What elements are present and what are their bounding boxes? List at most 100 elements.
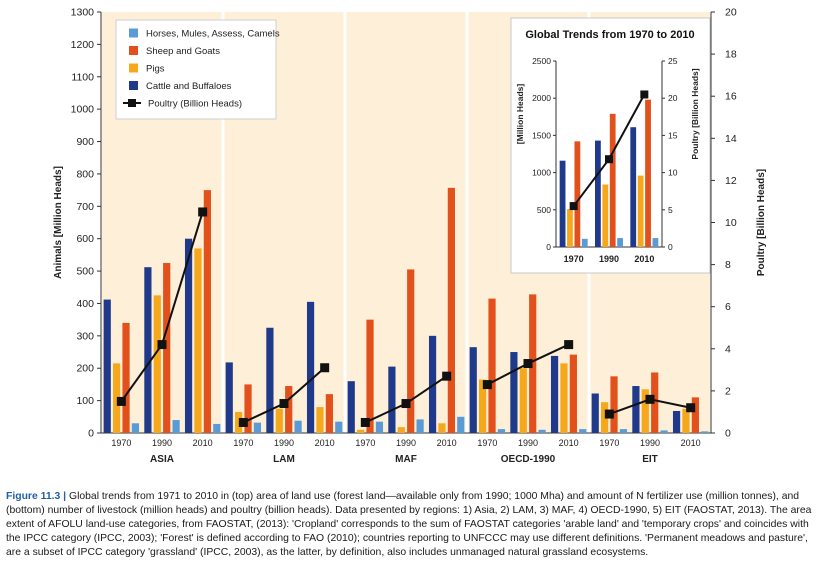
poultry-marker-maf-1970 xyxy=(360,417,370,427)
left-axis-tick-label: 200 xyxy=(76,363,94,375)
bar-eit-cattle-1990 xyxy=(632,386,640,433)
bar-maf-sheep-1990 xyxy=(407,269,415,433)
bar-oecd-1990-horses-2010 xyxy=(579,429,587,433)
bar-lam-cattle-1990 xyxy=(266,327,274,433)
year-tick-label: 1990 xyxy=(152,438,172,448)
bar-oecd-1990-cattle-2010 xyxy=(550,355,559,433)
right-axis-tick-label: 12 xyxy=(725,175,737,187)
right-axis-tick-label: 8 xyxy=(725,259,731,271)
bar-eit-cattle-2010 xyxy=(672,410,681,433)
inset-right-tick-label: 0 xyxy=(668,242,673,252)
left-axis-tick-label: 500 xyxy=(76,266,94,278)
bar-asia-horses-1970 xyxy=(131,423,140,433)
poultry-marker-lam-1970 xyxy=(238,417,248,427)
left-axis-tick-label: 600 xyxy=(76,233,94,245)
inset-bar-cattle-2010 xyxy=(630,127,637,247)
poultry-marker-eit-1990 xyxy=(645,394,655,404)
right-axis-tick-label: 0 xyxy=(725,428,731,440)
bar-lam-sheep-1970 xyxy=(244,384,252,433)
poultry-marker-eit-1970 xyxy=(604,409,614,419)
bar-eit-pigs-2010 xyxy=(682,408,690,433)
inset-poultry-marker-2010 xyxy=(640,90,649,99)
legend-label-horses: Horses, Mules, Assess, Camels xyxy=(146,29,280,40)
chart-legend: Horses, Mules, Assess, Camels Sheep and G… xyxy=(115,19,280,120)
poultry-marker-maf-2010 xyxy=(442,371,452,381)
bar-eit-sheep-1970 xyxy=(610,376,618,433)
bar-eit-horses-2010 xyxy=(701,431,709,433)
figure-caption: Figure 11.3 | Global trends from 1971 to… xyxy=(6,490,818,560)
inset-left-tick-label: 500 xyxy=(537,205,551,215)
bar-lam-sheep-1990 xyxy=(285,386,293,433)
right-axis-tick-label: 14 xyxy=(725,133,737,145)
right-axis-tick-label: 10 xyxy=(725,217,737,229)
poultry-marker-oecd-1990-1970 xyxy=(482,380,492,390)
bar-maf-cattle-1990 xyxy=(388,366,396,433)
bar-oecd-1990-pigs-1970 xyxy=(479,379,487,433)
bar-asia-cattle-1990 xyxy=(144,267,152,433)
poultry-marker-lam-1990 xyxy=(279,399,289,409)
inset-year-label: 1970 xyxy=(564,254,584,264)
inset-bar-horses-2010 xyxy=(652,238,659,247)
inset-year-label: 1990 xyxy=(599,254,619,264)
bar-eit-horses-1990 xyxy=(660,430,668,433)
inset-right-tick-label: 25 xyxy=(668,56,678,66)
poultry-marker-oecd-1990-2010 xyxy=(564,340,574,350)
year-tick-label: 1970 xyxy=(233,438,253,448)
bar-asia-sheep-1970 xyxy=(122,322,130,433)
bar-maf-sheep-2010 xyxy=(447,187,455,433)
bar-asia-pigs-1990 xyxy=(153,295,161,433)
legend-label-pigs: Pigs xyxy=(146,64,165,75)
bar-lam-pigs-2010 xyxy=(316,407,324,433)
legend-swatch-pigs xyxy=(129,63,138,73)
poultry-marker-maf-1990 xyxy=(401,399,411,409)
poultry-marker-oecd-1990-1990 xyxy=(523,359,533,369)
inset-bar-horses-1970 xyxy=(581,238,588,247)
bar-lam-horses-2010 xyxy=(335,421,343,433)
bar-lam-pigs-1990 xyxy=(275,408,283,433)
bar-oecd-1990-sheep-1990 xyxy=(529,294,537,433)
bar-eit-horses-1970 xyxy=(619,429,628,433)
right-axis-tick-label: 6 xyxy=(725,301,731,313)
inset-right-tick-label: 5 xyxy=(668,205,673,215)
right-axis-tick-label: 2 xyxy=(725,385,731,397)
inset-bar-pigs-1990 xyxy=(602,184,609,247)
left-axis-tick-label: 700 xyxy=(76,201,94,213)
legend-poultry-marker xyxy=(128,99,136,107)
right-axis-tick-label: 4 xyxy=(725,343,731,355)
bar-oecd-1990-horses-1970 xyxy=(497,429,506,433)
bar-lam-horses-1970 xyxy=(253,422,262,433)
inset-left-tick-label: 2000 xyxy=(532,93,551,103)
year-tick-label: 2010 xyxy=(193,438,213,448)
poultry-marker-asia-2010 xyxy=(198,207,208,217)
inset-bar-cattle-1970 xyxy=(559,160,566,247)
inset-left-axis-label: [Million Heads] xyxy=(515,84,525,145)
bar-asia-cattle-1970 xyxy=(103,299,111,433)
year-tick-label: 1970 xyxy=(477,438,497,448)
legend-swatch-sheep xyxy=(129,46,138,55)
legend-swatch-horses xyxy=(129,28,138,38)
right-axis-tick-label: 20 xyxy=(725,7,737,19)
left-axis-tick-label: 800 xyxy=(76,168,94,180)
bar-oecd-1990-horses-1990 xyxy=(538,429,546,433)
left-axis-tick-label: 1200 xyxy=(71,39,95,51)
left-axis-tick-label: 400 xyxy=(76,298,94,310)
left-axis-tick-label: 1000 xyxy=(71,104,95,116)
inset-right-axis-label: Poultry [Billion Heads] xyxy=(690,68,700,159)
region-label-oecd-1990: OECD-1990 xyxy=(501,454,556,465)
region-label-asia: ASIA xyxy=(150,454,174,465)
bar-maf-cattle-1970 xyxy=(347,381,355,433)
bar-asia-pigs-1970 xyxy=(113,363,121,433)
left-axis-tick-label: 300 xyxy=(76,330,94,342)
bar-oecd-1990-sheep-2010 xyxy=(569,354,577,433)
year-tick-label: 1990 xyxy=(396,438,416,448)
inset-bar-sheep-2010 xyxy=(645,99,651,247)
inset-bar-cattle-1990 xyxy=(595,140,601,247)
inset-bar-pigs-2010 xyxy=(637,175,644,247)
legend-swatch-cattle xyxy=(129,81,138,90)
year-tick-label: 2010 xyxy=(559,438,579,448)
year-tick-label: 1990 xyxy=(518,438,538,448)
poultry-marker-asia-1970 xyxy=(116,396,126,406)
bar-asia-horses-1990 xyxy=(172,420,180,433)
bar-maf-pigs-1990 xyxy=(397,427,405,433)
inset-poultry-marker-1970 xyxy=(569,202,578,211)
